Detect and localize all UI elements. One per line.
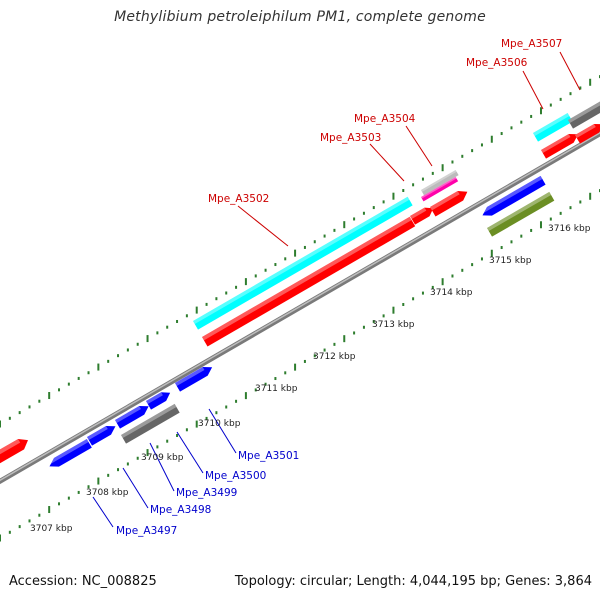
kbp-label: 3708 kbp	[86, 488, 129, 498]
gene-feature[interactable]	[410, 207, 434, 225]
gene-feature[interactable]	[121, 403, 180, 444]
gene-feature[interactable]	[430, 190, 468, 217]
leader-line	[237, 205, 289, 247]
leader-line	[522, 70, 544, 110]
gene-label[interactable]: Mpe_A3499	[176, 487, 237, 499]
kbp-label: 3709 kbp	[141, 453, 184, 463]
gene-label[interactable]: Mpe_A3507	[501, 38, 562, 50]
gene-feature-highlight	[47, 438, 89, 466]
gene-feature-highlight	[202, 216, 412, 341]
kbp-label: 3710 kbp	[198, 419, 241, 429]
kbp-label: 3711 kbp	[255, 384, 298, 394]
gene-feature[interactable]	[87, 425, 116, 446]
genome-backbone	[0, 130, 600, 485]
gene-feature-highlight	[430, 190, 460, 211]
gene-feature-highlight	[421, 169, 457, 192]
gene-feature-highlight	[421, 176, 457, 199]
genome-summary-text: Topology: circular; Length: 4,044,195 bp…	[234, 574, 592, 589]
gene-feature[interactable]	[533, 112, 573, 142]
gene-feature-highlight	[590, 102, 600, 111]
map-title: Methylibium petroleiphilum PM1, complete…	[114, 9, 486, 25]
gene-feature-highlight	[0, 438, 21, 455]
gene-feature[interactable]	[421, 169, 459, 196]
gene-feature[interactable]	[590, 98, 600, 115]
leader-line	[122, 467, 149, 509]
gene-feature-highlight	[175, 366, 205, 387]
gene-label[interactable]: Mpe_A3502	[208, 193, 269, 205]
gene-feature-highlight	[121, 403, 177, 439]
gene-feature-highlight	[575, 123, 596, 139]
leader-line	[405, 125, 433, 167]
gene-feature[interactable]	[421, 176, 459, 202]
kbp-label: 3714 kbp	[430, 288, 473, 298]
top-tick-row	[0, 75, 600, 428]
gene-feature[interactable]	[49, 438, 92, 467]
gene-feature[interactable]	[202, 216, 416, 347]
gene-label[interactable]: Mpe_A3503	[320, 132, 381, 144]
gene-feature-highlight	[480, 175, 543, 215]
kbp-label: 3716 kbp	[548, 224, 591, 234]
leader-line	[559, 51, 581, 91]
gene-feature[interactable]	[0, 438, 29, 471]
gene-feature-highlight	[87, 425, 108, 441]
accession-text: Accession: NC_008825	[9, 574, 157, 589]
gene-feature[interactable]	[115, 405, 149, 429]
gene-label[interactable]: Mpe_A3500	[205, 470, 266, 482]
gene-feature[interactable]	[146, 392, 171, 410]
gene-feature[interactable]	[193, 196, 413, 330]
gene-feature-highlight	[487, 191, 552, 232]
gene-label[interactable]: Mpe_A3504	[354, 113, 416, 125]
gene-feature-highlight	[541, 133, 571, 154]
leader-lines	[92, 51, 581, 528]
gene-label[interactable]: Mpe_A3498	[150, 504, 211, 516]
leader-line	[92, 496, 114, 528]
gene-feature-highlight	[410, 207, 427, 220]
gene-label[interactable]: Mpe_A3501	[238, 450, 299, 462]
kbp-label: 3712 kbp	[313, 352, 356, 362]
leader-line	[369, 143, 405, 182]
leader-line	[176, 431, 204, 474]
leader-line	[208, 408, 237, 454]
bottom-tick-row	[0, 189, 600, 542]
gene-feature[interactable]	[175, 366, 213, 392]
leader-line	[149, 442, 175, 492]
kbp-label: 3715 kbp	[489, 256, 532, 266]
kbp-label: 3707 kbp	[30, 524, 73, 534]
gene-feature[interactable]	[541, 133, 579, 159]
gene-feature-highlight	[115, 405, 141, 424]
gene-feature[interactable]	[575, 123, 600, 144]
gene-feature[interactable]	[487, 191, 555, 237]
gene-label[interactable]: Mpe_A3497	[116, 525, 177, 537]
gene-label[interactable]: Mpe_A3506	[466, 57, 528, 69]
gene-feature-highlight	[533, 112, 570, 137]
gene-feature-highlight	[193, 196, 410, 325]
gene-feature-highlight	[146, 392, 163, 405]
kbp-label: 3713 kbp	[372, 320, 415, 330]
gene-feature[interactable]	[482, 175, 546, 216]
